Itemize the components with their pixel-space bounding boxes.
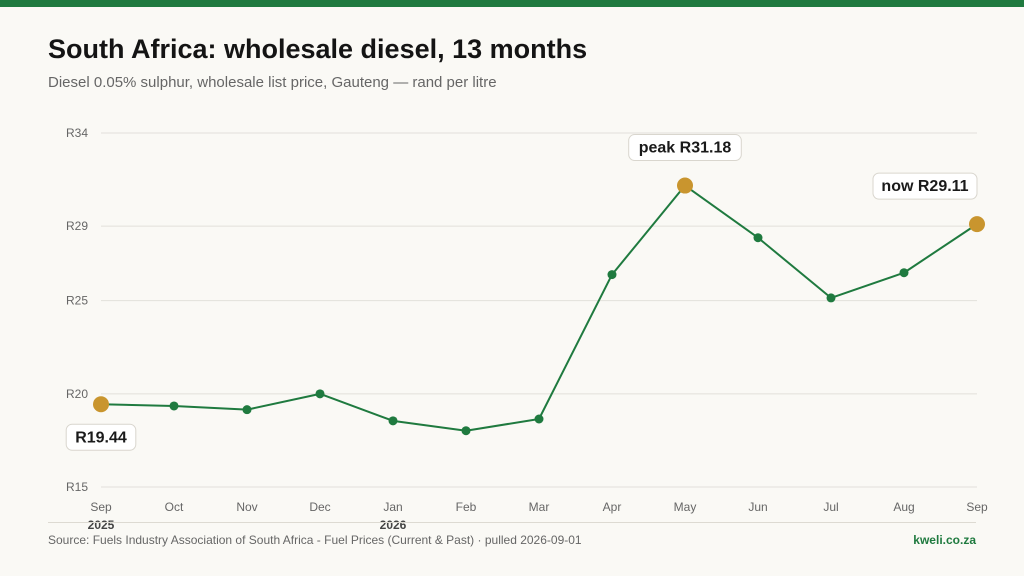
data-point: [899, 268, 909, 278]
x-tick-label: Jul: [823, 500, 838, 514]
footer-divider: [48, 522, 976, 523]
x-tick-label: May: [674, 500, 697, 514]
chart-subtitle: Diesel 0.05% sulphur, wholesale list pri…: [48, 74, 497, 91]
brand-link[interactable]: kweli.co.za: [913, 533, 976, 547]
highlight-point: [969, 216, 985, 233]
data-point: [388, 416, 398, 426]
annotation-label: peak R31.18: [639, 140, 732, 157]
x-tick-label: Jun: [748, 500, 767, 514]
x-tick-label: Aug: [893, 500, 914, 514]
annotation-box: [628, 134, 742, 162]
data-point: [534, 414, 544, 424]
x-tick-label: Jan: [383, 500, 402, 514]
data-point: [315, 389, 325, 399]
x-tick-label: Apr: [603, 500, 622, 514]
annotation-label: R19.44: [75, 429, 127, 446]
x-tick-label: Dec: [309, 500, 330, 514]
data-point: [169, 401, 179, 411]
x-tick-label: Sep: [90, 500, 112, 514]
y-tick-label: R25: [66, 294, 88, 308]
data-point: [242, 405, 252, 415]
highlight-point: [93, 396, 109, 413]
x-tick-label: Feb: [456, 500, 477, 514]
annotation-label: now R29.11: [881, 178, 968, 195]
source-note: Source: Fuels Industry Association of So…: [48, 533, 582, 547]
annotation-box: [872, 172, 978, 200]
chart-title: South Africa: wholesale diesel, 13 month…: [48, 34, 588, 64]
highlight-point: [677, 177, 693, 194]
y-tick-label: R29: [66, 219, 88, 233]
x-tick-label: Nov: [236, 500, 257, 514]
y-tick-label: R15: [66, 480, 88, 494]
data-point: [607, 270, 617, 280]
x-tick-label: Mar: [529, 500, 550, 514]
y-tick-label: R34: [66, 126, 88, 140]
y-tick-label: R20: [66, 387, 88, 401]
data-point: [461, 426, 471, 436]
annotation-box: [65, 423, 137, 451]
x-tick-label: Oct: [165, 500, 184, 514]
x-tick-label: Sep: [966, 500, 988, 514]
x-year-label: 2026: [380, 518, 407, 532]
data-point: [753, 233, 763, 243]
x-year-label: 2025: [88, 518, 115, 532]
data-point: [826, 293, 836, 303]
accent-bar: [0, 0, 1024, 7]
